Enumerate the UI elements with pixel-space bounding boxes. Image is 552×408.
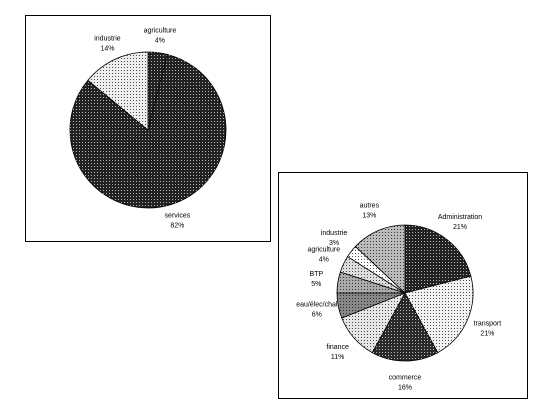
slice-label: finance — [326, 344, 349, 351]
slice-texture — [340, 256, 405, 293]
slice-label: Administration — [438, 214, 482, 221]
slice-value-label: 4% — [155, 37, 165, 44]
slice-texture — [70, 54, 226, 209]
slice-label: industrie — [94, 36, 121, 43]
slice-label: BTP — [310, 271, 324, 278]
slice-label: agriculture — [307, 247, 340, 254]
slice-label: autres — [360, 202, 380, 209]
slice-label: commerce — [389, 375, 422, 382]
slice-value-label: 4% — [319, 257, 329, 264]
slice-texture — [405, 276, 473, 353]
slice-label: transport — [474, 320, 502, 327]
slice-texture — [337, 293, 405, 319]
slice-value-label: 11% — [331, 354, 345, 361]
slice-texture — [87, 52, 148, 130]
slice-value-label: 14% — [100, 46, 114, 53]
slice-label: eau/élec/chal — [296, 302, 338, 309]
slice-value-label: 5% — [311, 281, 321, 288]
slice-label: industrie — [321, 230, 348, 237]
slice-texture — [372, 293, 438, 362]
slice-texture — [341, 293, 405, 353]
slice-value-label: 21% — [453, 224, 467, 231]
slice-value-label: 21% — [480, 330, 494, 337]
slice-texture — [405, 225, 471, 293]
slice-value-label: 6% — [312, 312, 322, 319]
slice-texture — [347, 246, 405, 293]
slice-value-label: 13% — [362, 212, 376, 219]
slice-label: services — [165, 212, 191, 219]
slice-value-label: 16% — [398, 385, 412, 392]
slice-value-label: 82% — [170, 222, 184, 229]
slice-value-label: 3% — [329, 240, 339, 247]
slice-texture — [355, 225, 405, 293]
slice-label: agriculture — [144, 27, 177, 34]
